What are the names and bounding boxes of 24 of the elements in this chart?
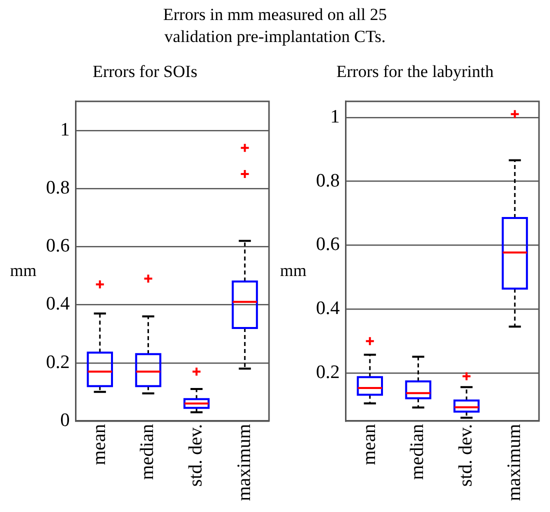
- chart-title: Errors for the labyrinth: [335, 62, 495, 82]
- y-tick-label: 0: [60, 410, 70, 431]
- x-tick-label: mean: [88, 423, 110, 466]
- y-axis-title: mm: [10, 261, 36, 281]
- y-tick-label: 0.4: [46, 294, 70, 315]
- y-tick-label: 0.4: [316, 298, 340, 320]
- y-tick-label: 1: [330, 106, 340, 128]
- x-tick-label: median: [137, 423, 158, 480]
- x-tick-label: median: [407, 423, 428, 480]
- x-tick-label: std. dev.: [186, 424, 207, 487]
- x-tick-label: std. dev.: [456, 424, 477, 487]
- y-tick-label: 0.2: [46, 352, 70, 373]
- y-tick-label: 1: [60, 119, 70, 140]
- x-tick-label: maximum: [234, 424, 255, 502]
- text: Errors in mm measured on all 25 validation pre-implantation CTs.: [162, 4, 388, 48]
- y-tick-label: 0.8: [316, 170, 340, 192]
- x-tick-label: maximum: [504, 424, 525, 502]
- y-tick-label: 0.6: [316, 234, 340, 256]
- y-tick-label: 0.2: [316, 362, 340, 384]
- y-tick-label: 0.6: [46, 236, 70, 257]
- x-tick-label: mean: [358, 423, 380, 466]
- y-axis-title: mm: [280, 261, 306, 281]
- chart-title: Errors for SOIs: [92, 62, 198, 82]
- y-tick-label: 0.8: [46, 178, 70, 199]
